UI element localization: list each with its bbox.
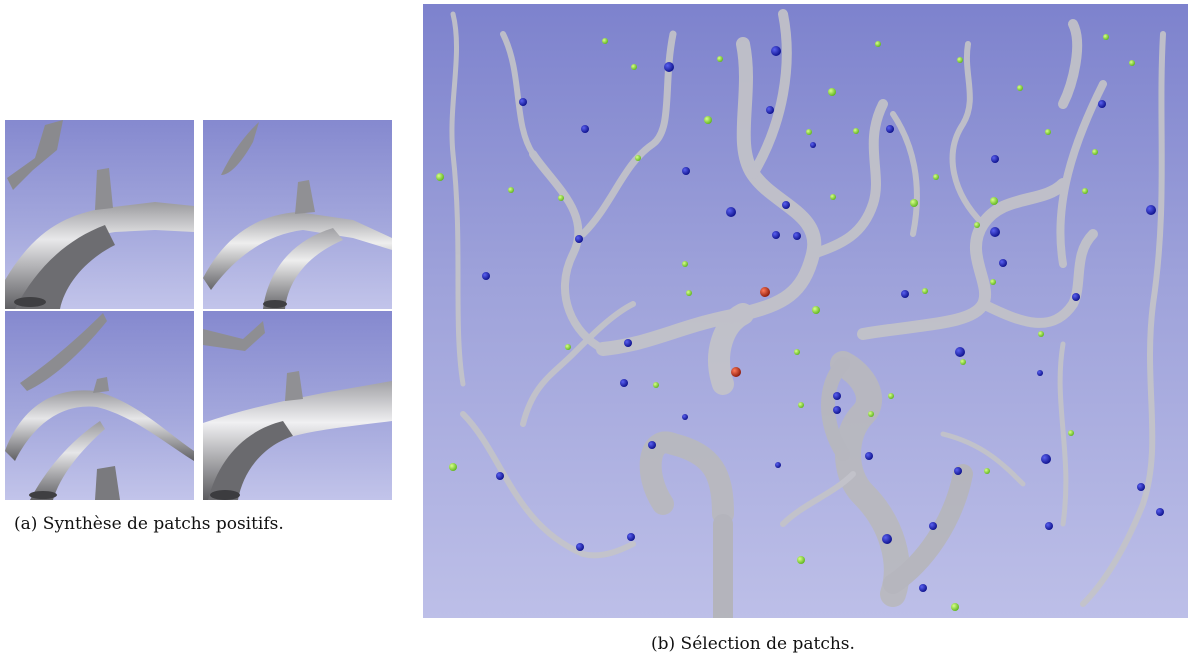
caption-a: (a) Synthèse de patchs positifs. xyxy=(14,514,284,534)
positive-patch-4 xyxy=(203,311,392,500)
positive-patch-2 xyxy=(203,120,392,309)
vessel-tree xyxy=(449,9,1166,618)
positive-patch-1 xyxy=(5,120,194,309)
green-markers xyxy=(436,34,1135,611)
blue-markers xyxy=(482,46,1164,592)
caption-b: (b) Sélection de patchs. xyxy=(651,634,855,654)
red-markers xyxy=(731,287,770,377)
patch-selection-render xyxy=(423,4,1188,618)
positive-patch-3 xyxy=(5,311,194,500)
